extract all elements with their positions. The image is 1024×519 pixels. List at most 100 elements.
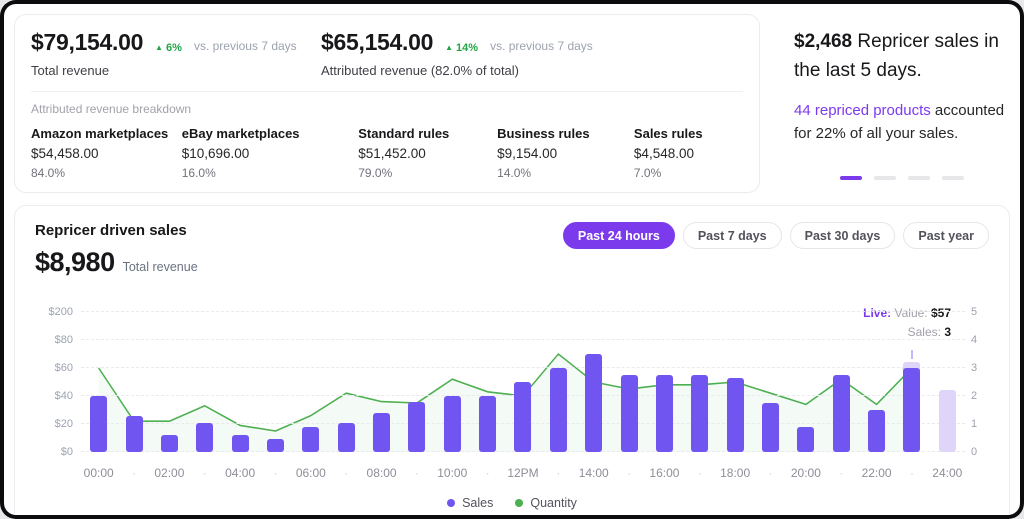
sales-bar[interactable] bbox=[125, 415, 143, 452]
left-axis-tick: $60 bbox=[54, 362, 73, 374]
sales-bar[interactable] bbox=[585, 354, 603, 452]
bar-slot bbox=[505, 312, 540, 452]
carousel-dot[interactable] bbox=[908, 175, 930, 180]
bars-layer bbox=[81, 312, 965, 452]
sales-bar[interactable] bbox=[655, 375, 673, 452]
gridline bbox=[81, 367, 965, 368]
bar-slot bbox=[152, 312, 187, 452]
legend-label: Quantity bbox=[530, 496, 577, 510]
sales-bar[interactable] bbox=[196, 422, 214, 452]
sales-bar[interactable] bbox=[620, 375, 638, 452]
x-tick-separator-dot: · bbox=[627, 466, 632, 480]
sales-bar[interactable] bbox=[797, 426, 815, 452]
legend-item-sales[interactable]: Sales bbox=[447, 496, 493, 510]
x-tick-separator-dot: · bbox=[697, 466, 702, 480]
attributed-revenue-change-badge: ▲ 14% bbox=[445, 42, 478, 54]
x-tick-separator-dot: · bbox=[768, 466, 773, 480]
breakdown-col: Amazon marketplaces $54,458.00 84.0% bbox=[31, 126, 182, 180]
breakdown-label: Attributed revenue breakdown bbox=[31, 102, 192, 116]
filter-past-30-days[interactable]: Past 30 days bbox=[789, 222, 896, 249]
stats-row: $79,154.00 ▲ 6% vs. previous 7 days Tota… bbox=[31, 29, 743, 78]
attributed-revenue-stat: $65,154.00 ▲ 14% vs. previous 7 days Att… bbox=[321, 29, 611, 78]
attributed-revenue-change-note: vs. previous 7 days bbox=[490, 39, 593, 53]
tooltip-row-sales: Sales: 3 bbox=[863, 323, 951, 342]
live-bar[interactable] bbox=[903, 368, 921, 452]
sales-bar[interactable] bbox=[160, 435, 178, 452]
repriced-products-link[interactable]: 44 repriced products bbox=[794, 102, 931, 119]
tooltip-sales: 3 bbox=[944, 325, 951, 340]
x-tick-label: 18:00 bbox=[720, 466, 751, 480]
sales-bar[interactable] bbox=[691, 375, 709, 452]
sales-bar[interactable] bbox=[868, 410, 886, 452]
legend-item-quantity[interactable]: Quantity bbox=[515, 496, 577, 510]
total-revenue-change-note: vs. previous 7 days bbox=[193, 39, 297, 53]
x-tick-separator-dot: · bbox=[202, 466, 207, 480]
x-tick-label: 22:00 bbox=[861, 466, 892, 480]
x-tick-label: 10:00 bbox=[437, 466, 468, 480]
sales-bar[interactable] bbox=[302, 426, 320, 452]
breakdown-value: $9,154.00 bbox=[497, 146, 558, 161]
sales-bar[interactable] bbox=[832, 375, 850, 452]
bar-slot bbox=[364, 312, 399, 452]
sales-bar[interactable] bbox=[514, 382, 532, 452]
sales-bar[interactable] bbox=[408, 401, 426, 452]
gridline bbox=[81, 339, 965, 340]
breakdown-col: Sales rules $4,548.00 7.0% bbox=[634, 126, 743, 180]
time-range-filters: Past 24 hours Past 7 days Past 30 days Past… bbox=[562, 222, 989, 249]
bar-slot bbox=[753, 312, 788, 452]
x-tick-separator-dot: · bbox=[556, 466, 561, 480]
bar-slot bbox=[293, 312, 328, 452]
tooltip-value: $57 bbox=[930, 306, 951, 320]
promo-headline-text: Repricer sales in the last 5 days. bbox=[794, 31, 999, 81]
filter-past-7-days[interactable]: Past 7 days bbox=[682, 222, 782, 249]
legend-dot-icon bbox=[515, 499, 524, 507]
right-y-axis: 0 1 2 3 4 5 bbox=[965, 306, 991, 458]
projected-bar[interactable] bbox=[938, 390, 956, 452]
arrow-up-icon: ▲ bbox=[445, 43, 454, 52]
stats-divider bbox=[31, 91, 743, 92]
right-axis-tick: 5 bbox=[971, 306, 978, 318]
live-bar-cap[interactable] bbox=[903, 361, 921, 370]
filter-past-24-hours[interactable]: Past 24 hours bbox=[562, 222, 675, 249]
sales-bar[interactable] bbox=[549, 368, 567, 452]
promo-subtext: 44 repriced products accounted for 22% o… bbox=[794, 99, 1010, 146]
breakdown-value: $51,452.00 bbox=[358, 146, 426, 161]
breakdown-pct: 79.0% bbox=[358, 166, 393, 180]
sales-bar[interactable] bbox=[337, 422, 355, 452]
left-y-axis: $0 $20 $40 $60 $80 $200 bbox=[33, 306, 81, 458]
bar-slot bbox=[788, 312, 823, 452]
total-revenue-change: 6% bbox=[166, 42, 182, 54]
bar-slot bbox=[329, 312, 364, 452]
x-axis-right-spacer bbox=[965, 466, 991, 480]
tooltip-value-label: Value: bbox=[894, 306, 928, 320]
x-tick-separator-dot: · bbox=[485, 466, 490, 480]
breakdown-name: Business rules bbox=[497, 126, 590, 141]
gridline bbox=[81, 311, 965, 312]
carousel-dot-active[interactable] bbox=[840, 175, 862, 180]
bar-slot bbox=[258, 312, 293, 452]
x-axis-left-spacer bbox=[33, 466, 81, 480]
breakdown-pct: 14.0% bbox=[497, 166, 532, 180]
promo-subtext-rest: accounted for 22% of all your sales. bbox=[794, 102, 1005, 143]
carousel-dot[interactable] bbox=[874, 175, 896, 180]
sales-bar[interactable] bbox=[443, 396, 461, 452]
sales-bar[interactable] bbox=[90, 396, 108, 452]
revenue-stats-card: $79,154.00 ▲ 6% vs. previous 7 days Tota… bbox=[14, 14, 760, 193]
sales-bar[interactable] bbox=[762, 403, 779, 452]
x-tick-separator-dot: · bbox=[414, 466, 419, 480]
sales-bar[interactable] bbox=[479, 396, 497, 452]
sales-bar[interactable] bbox=[231, 435, 249, 452]
sales-bar[interactable] bbox=[266, 439, 284, 452]
x-tick-label: 12PM bbox=[507, 466, 539, 480]
bar-slot bbox=[222, 312, 257, 452]
repricer-sales-chart-card: Repricer driven sales $8,980 Total reven… bbox=[14, 205, 1010, 515]
chart-legend: Sales Quantity bbox=[29, 496, 995, 510]
carousel-dot[interactable] bbox=[942, 175, 964, 180]
breakdown-name: Amazon marketplaces bbox=[31, 126, 169, 141]
bar-slot bbox=[187, 312, 222, 452]
dashboard-page: $79,154.00 ▲ 6% vs. previous 7 days Tota… bbox=[4, 4, 1020, 515]
filter-past-year[interactable]: Past year bbox=[903, 222, 989, 249]
sales-bar[interactable] bbox=[373, 412, 391, 452]
sales-bar[interactable] bbox=[726, 377, 744, 452]
total-revenue-change-badge: ▲ 6% bbox=[155, 42, 182, 54]
